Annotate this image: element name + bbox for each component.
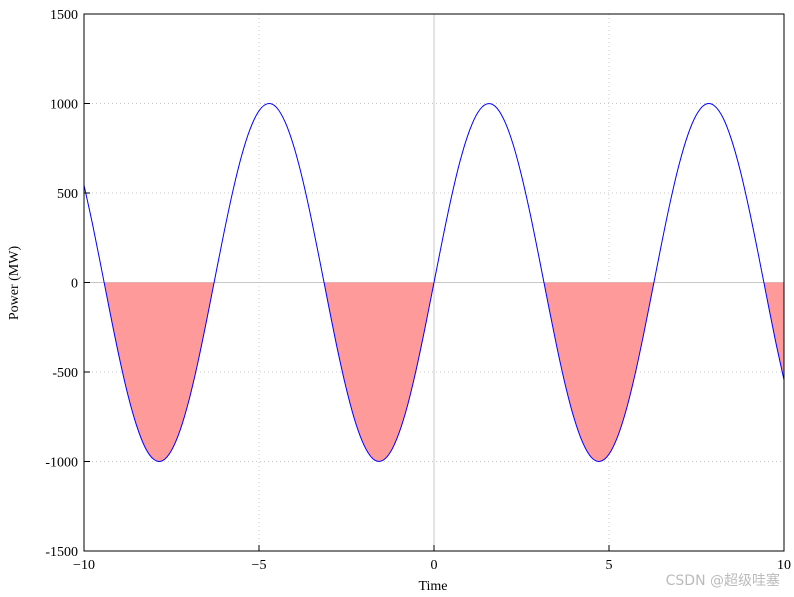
y-tick-label: 1500	[50, 8, 78, 23]
y-tick-label: -500	[52, 366, 78, 381]
y-tick-label: 1000	[50, 98, 78, 113]
x-tick-label: −5	[252, 558, 267, 573]
y-tick-label: 500	[57, 187, 78, 202]
y-tick-label: 0	[71, 277, 78, 292]
y-tick-label: -1000	[45, 456, 78, 471]
line	[83, 103, 785, 462]
y-axis-label: Power (MW)	[7, 246, 22, 321]
x-axis-label: Time	[418, 579, 447, 594]
watermark: CSDN @超级哇塞	[666, 572, 780, 589]
x-tick-label: −10	[73, 558, 95, 573]
plot-frame	[83, 13, 785, 552]
x-tick-label: 5	[606, 558, 613, 573]
x-tick-label: 0	[431, 558, 438, 573]
y-tick-label: -1500	[45, 545, 78, 560]
negative-area	[84, 282, 784, 462]
x-tick-label: 10	[777, 558, 791, 573]
